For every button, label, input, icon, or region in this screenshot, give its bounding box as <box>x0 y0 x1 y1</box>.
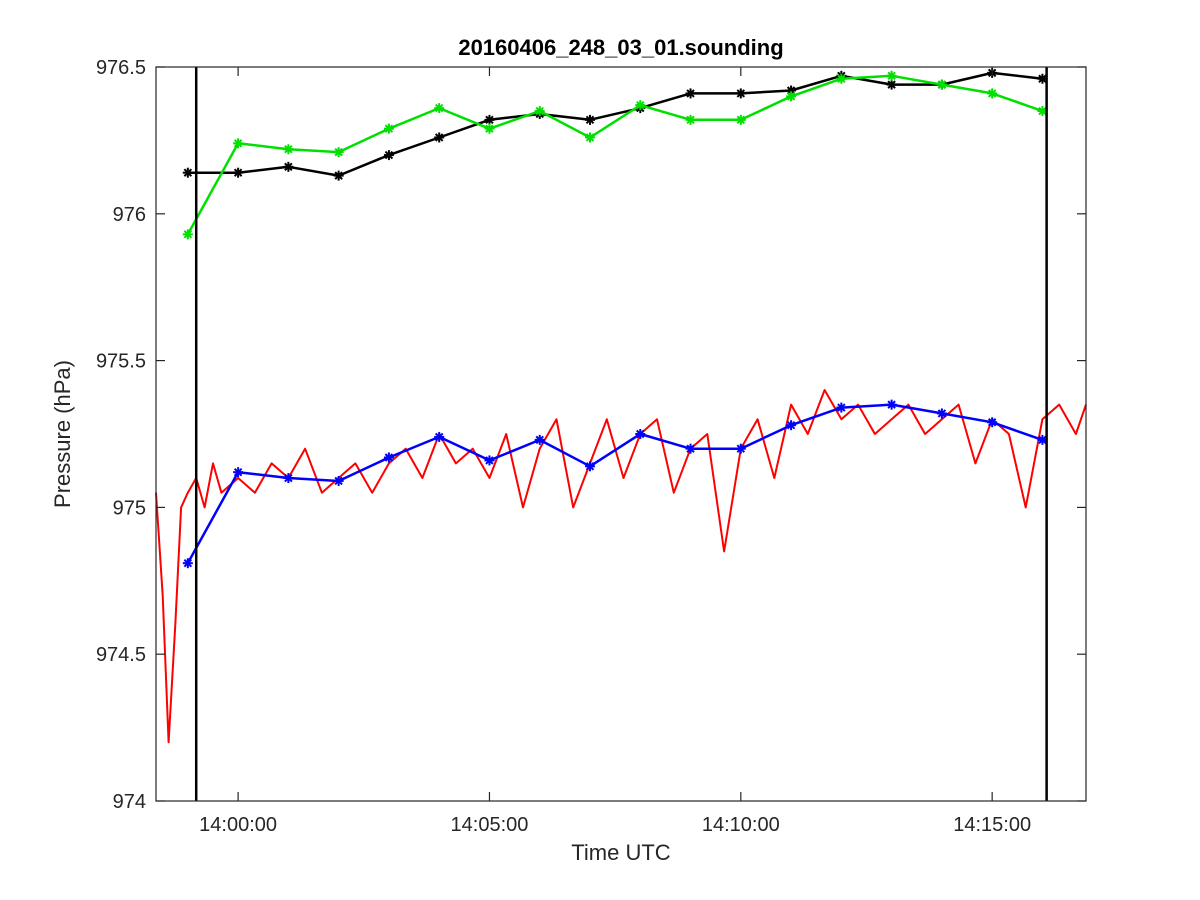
series-point-1 <box>534 106 545 117</box>
series-point-2 <box>936 408 947 419</box>
series-point-2 <box>836 402 847 413</box>
series-point-0 <box>182 167 193 178</box>
series-point-0 <box>685 88 696 99</box>
y-axis-label: Pressure (hPa) <box>50 360 75 508</box>
series-point-1 <box>735 114 746 125</box>
series-point-0 <box>333 170 344 181</box>
axes-box <box>155 66 1087 802</box>
series-point-2 <box>233 467 244 478</box>
series-point-1 <box>484 123 495 134</box>
series-point-0 <box>886 79 897 90</box>
series-point-2 <box>333 475 344 486</box>
x-axis-label: Time UTC <box>571 840 671 865</box>
series-point-0 <box>484 114 495 125</box>
series-point-1 <box>585 132 595 143</box>
series-point-0 <box>735 88 746 99</box>
series-point-2 <box>685 443 696 454</box>
x-tick-label: 14:15:00 <box>953 814 1031 836</box>
series-point-2 <box>585 461 595 472</box>
y-tick-label: 975.5 <box>96 351 146 373</box>
chart-title: 20160406_248_03_01.sounding <box>458 35 783 60</box>
series-line-2 <box>186 403 1043 564</box>
series-line-3 <box>155 389 1087 744</box>
plot-area <box>155 67 1087 801</box>
series-point-0 <box>233 167 244 178</box>
y-tick-label: 976.5 <box>96 57 146 79</box>
series-point-2 <box>484 455 495 466</box>
y-tick-label: 974.5 <box>96 644 146 666</box>
x-tick-label: 14:05:00 <box>451 814 529 836</box>
series-point-1 <box>685 114 696 125</box>
series-point-1 <box>836 73 847 84</box>
series-point-1 <box>233 138 244 149</box>
series-point-2 <box>987 417 998 428</box>
series-point-2 <box>434 431 445 442</box>
series-point-1 <box>886 70 897 81</box>
series-point-2 <box>886 399 897 410</box>
x-tick-label: 14:10:00 <box>702 814 780 836</box>
series-point-0 <box>434 132 445 143</box>
y-tick-label: 976 <box>113 204 146 226</box>
series-point-2 <box>735 443 746 454</box>
series-point-1 <box>786 91 797 102</box>
series-point-1 <box>383 123 394 134</box>
axis-ticks: 974 974.5 975 975.5 976 976.5 14:00:00 14:05:00… <box>96 57 1086 836</box>
series-point-2 <box>283 473 294 484</box>
series-point-1 <box>635 100 646 111</box>
series-point-1 <box>283 144 294 155</box>
series-line-1 <box>186 74 1043 236</box>
series-point-1 <box>936 79 947 90</box>
series-point-0 <box>383 150 394 161</box>
series-point-2 <box>786 420 797 431</box>
series-line-0 <box>187 71 1043 177</box>
series-point-2 <box>635 429 646 439</box>
y-tick-label: 975 <box>113 497 146 519</box>
series-point-1 <box>987 88 998 99</box>
y-tick-label: 974 <box>113 791 146 813</box>
x-tick-label: 14:00:00 <box>199 814 277 836</box>
series-point-2 <box>182 558 193 569</box>
series-point-1 <box>434 103 445 114</box>
series-point-1 <box>182 229 193 240</box>
series-point-0 <box>283 161 294 172</box>
series-point-2 <box>383 452 394 463</box>
series-point-2 <box>534 434 545 445</box>
series-point-0 <box>585 114 595 125</box>
series-point-1 <box>333 147 344 158</box>
series-point-0 <box>1037 73 1048 84</box>
